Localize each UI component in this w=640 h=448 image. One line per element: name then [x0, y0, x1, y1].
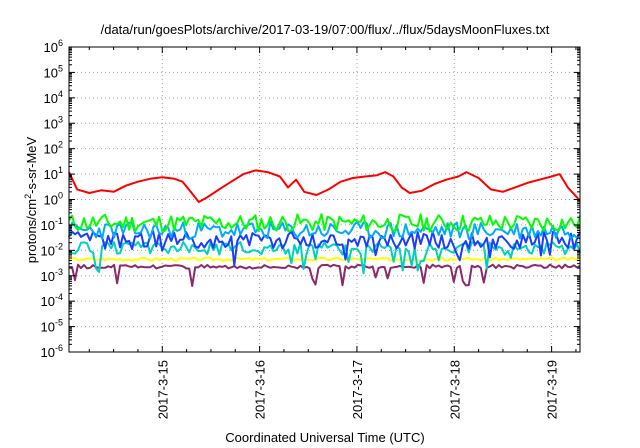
y-tick-base: 10 [41, 218, 55, 233]
y-tick-label: 105 [44, 63, 63, 80]
y-tick-exponent: -1 [55, 216, 63, 226]
y-tick-label: 100 [44, 191, 63, 208]
y-tick-label: 102 [44, 140, 63, 157]
x-tick-label: 2017-3-15 [155, 360, 170, 419]
y-tick-label: 10-6 [41, 343, 63, 360]
y-tick-base: 10 [41, 294, 55, 309]
y-tick-base: 10 [41, 269, 55, 284]
x-axis-ticks: 2017-3-15 2017-3-16 2017-3-17 2017-3-18 2017… [88, 47, 577, 419]
y-tick-exponent: 4 [58, 89, 63, 99]
y-tick-base: 10 [41, 243, 55, 258]
y-tick-base: 10 [44, 193, 58, 208]
y-tick-base: 10 [41, 345, 55, 360]
y-axis-ticks: 10610510410310210110010-110-210-310-410-… [41, 38, 580, 360]
y-tick-exponent: 3 [58, 114, 63, 124]
y-tick-exponent: -3 [55, 267, 63, 277]
y-tick-exponent: 6 [58, 38, 63, 48]
series-group [68, 169, 581, 287]
y-tick-exponent: -2 [55, 241, 63, 251]
flux-series-line [68, 213, 581, 233]
y-tick-label: 10-4 [41, 292, 63, 309]
y-tick-exponent: 1 [58, 165, 63, 175]
y-tick-exponent: -5 [55, 318, 63, 328]
y-tick-exponent: 2 [58, 140, 63, 150]
y-tick-label: 104 [44, 89, 63, 106]
y-tick-exponent: -4 [55, 292, 63, 302]
y-tick-base: 10 [44, 65, 58, 80]
y-tick-label: 101 [44, 165, 63, 182]
x-tick-label: 2017-3-19 [545, 360, 560, 419]
flux-series-line [68, 241, 581, 275]
y-tick-label: 10-5 [41, 318, 63, 335]
y-tick-base: 10 [44, 116, 58, 131]
y-tick-exponent: 5 [58, 63, 63, 73]
x-tick-label: 2017-3-18 [447, 360, 462, 419]
x-tick-label: 2017-3-16 [253, 360, 268, 419]
y-tick-base: 10 [44, 142, 58, 157]
x-tick-label: 2017-3-17 [350, 360, 365, 419]
y-axis-label: protons/cm2-s-sr-MeV [23, 136, 39, 263]
y-tick-label: 106 [44, 38, 63, 55]
chart-title: /data/run/goesPlots/archive/2017-03-19/0… [101, 22, 550, 37]
y-tick-label: 103 [44, 114, 63, 131]
y-tick-label: 10-1 [41, 216, 63, 233]
flux-series-line [68, 256, 581, 262]
flux-series-line [68, 169, 581, 203]
y-tick-label: 10-3 [41, 267, 63, 284]
y-tick-base: 10 [44, 167, 58, 182]
flux-series-line [68, 220, 581, 241]
flux-series-line [68, 263, 581, 287]
y-tick-base: 10 [41, 320, 55, 335]
y-tick-exponent: -6 [55, 343, 63, 353]
flux-series-line [68, 230, 581, 267]
grid-lines [69, 47, 580, 352]
x-axis-label: Coordinated Universal Time (UTC) [225, 430, 424, 445]
y-tick-label: 10-2 [41, 241, 63, 258]
y-tick-exponent: 0 [58, 191, 63, 201]
y-tick-base: 10 [44, 91, 58, 106]
y-tick-base: 10 [44, 40, 58, 55]
